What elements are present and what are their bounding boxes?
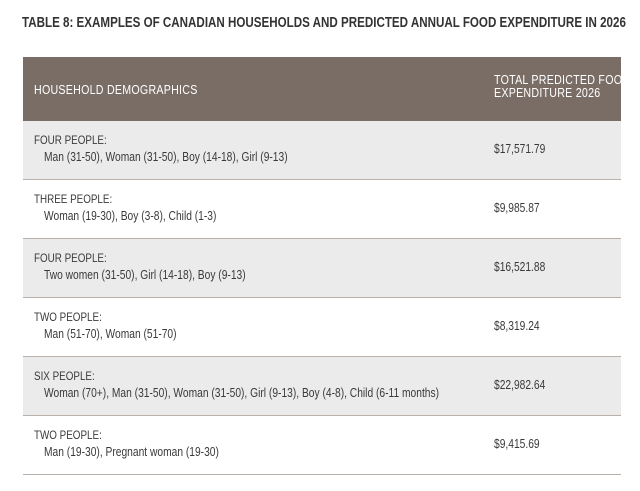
table-row: SIX PEOPLE: Woman (70+), Man (31-50), Wo… — [23, 357, 621, 416]
household-size: THREE PEOPLE: — [34, 192, 113, 206]
table-row: TWO PEOPLE: Man (19-30), Pregnant woman … — [23, 416, 621, 475]
header-total-line1: TOTAL PREDICTED FOOD — [494, 72, 631, 87]
household-size: TWO PEOPLE: — [34, 428, 102, 442]
household-size: TWO PEOPLE: — [34, 310, 102, 324]
household-members: Two women (31-50), Girl (14-18), Boy (9-… — [44, 268, 246, 282]
household-members: Woman (70+), Man (31-50), Woman (31-50),… — [44, 386, 440, 400]
table-row: FOUR PEOPLE: Two women (31-50), Girl (14… — [23, 239, 621, 298]
expenditure-amount: $17,571.79 — [494, 142, 546, 156]
household-size: FOUR PEOPLE: — [34, 251, 107, 265]
expenditure-amount: $22,982.64 — [494, 378, 546, 392]
table-header: HOUSEHOLD DEMOGRAPHICS TOTAL PREDICTED F… — [23, 57, 630, 121]
household-members: Man (51-70), Woman (51-70) — [44, 327, 177, 341]
header-total-line2: EXPENDITURE 2026 — [494, 85, 601, 100]
table-row: TWO PEOPLE: Man (51-70), Woman (51-70) $… — [23, 298, 621, 357]
header-demographics: HOUSEHOLD DEMOGRAPHICS — [34, 82, 198, 97]
expenditure-table: HOUSEHOLD DEMOGRAPHICS TOTAL PREDICTED F… — [23, 57, 630, 475]
household-size: SIX PEOPLE: — [34, 369, 95, 383]
household-size: FOUR PEOPLE: — [34, 133, 107, 147]
header-total-expenditure: TOTAL PREDICTED FOOD EXPENDITURE 2026 — [494, 73, 630, 99]
expenditure-amount: $9,985.87 — [494, 201, 540, 215]
table-title: TABLE 8: EXAMPLES OF CANADIAN HOUSEHOLDS… — [22, 15, 626, 31]
expenditure-amount: $16,521.88 — [494, 260, 546, 274]
household-members: Man (31-50), Woman (31-50), Boy (14-18),… — [44, 150, 288, 164]
household-members: Woman (19-30), Boy (3-8), Child (1-3) — [44, 209, 217, 223]
expenditure-amount: $9,415.69 — [494, 437, 540, 451]
table-row: FOUR PEOPLE: Man (31-50), Woman (31-50),… — [23, 121, 621, 180]
household-members: Man (19-30), Pregnant woman (19-30) — [44, 445, 219, 459]
expenditure-amount: $8,319.24 — [494, 319, 540, 333]
table-row: THREE PEOPLE: Woman (19-30), Boy (3-8), … — [23, 180, 621, 239]
